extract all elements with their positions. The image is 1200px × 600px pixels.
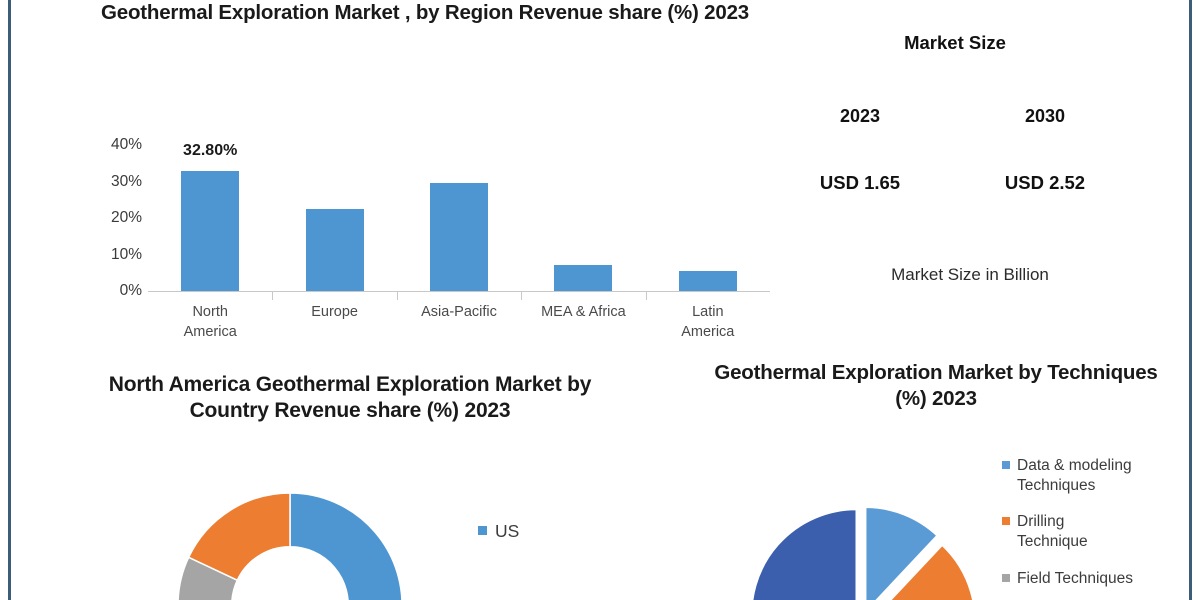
pie-slice bbox=[864, 506, 939, 600]
donut-chart-wrap-svg bbox=[177, 492, 403, 600]
legend-item-label: Field Techniques bbox=[1017, 569, 1134, 587]
pie-slice bbox=[889, 543, 974, 600]
legend-swatch-icon bbox=[1002, 573, 1010, 582]
bar-chart-bar bbox=[554, 265, 613, 291]
bar-chart-bar bbox=[678, 270, 737, 291]
frame-border-left bbox=[8, 0, 11, 600]
legend-item-label: Data & modeling Techniques bbox=[1017, 457, 1132, 495]
bar-chart-title: Geothermal Exploration Market , by Regio… bbox=[101, 1, 749, 24]
market-size-unit-note: Market Size in Billion bbox=[891, 265, 1049, 284]
bar-chart-category-tick bbox=[645, 291, 647, 300]
legend-item[interactable]: Field Techniques bbox=[1002, 569, 1192, 589]
legend-item-label: Drilling Technique bbox=[1017, 513, 1088, 551]
bar-chart-x-label: Asia-Pacific bbox=[421, 304, 497, 320]
bar-chart-bar bbox=[430, 183, 488, 291]
pie-slice bbox=[289, 492, 403, 600]
north-america-donut-panel: North America Geothermal Exploration Mar… bbox=[100, 372, 620, 600]
bar-chart-x-label: North America bbox=[183, 304, 237, 340]
bar-chart-y-axis: 0% 10% 20% 30% 40% bbox=[80, 136, 142, 299]
bar-chart-category-tick bbox=[272, 291, 274, 300]
donut-chart-legend: US bbox=[478, 520, 519, 561]
bar-chart-y-tick: 40% bbox=[110, 136, 142, 153]
legend-swatch-icon bbox=[1002, 517, 1010, 526]
market-size-heading: Market Size bbox=[904, 32, 1006, 53]
pie-chart-title: Geothermal Exploration Market by Techniq… bbox=[714, 361, 1158, 410]
legend-swatch-icon bbox=[478, 526, 487, 535]
bar-chart-y-tick: 10% bbox=[110, 245, 142, 263]
frame-border-right bbox=[1189, 0, 1192, 600]
legend-item[interactable]: US bbox=[478, 520, 519, 542]
pie-chart bbox=[745, 502, 980, 600]
market-size-base-value: USD 1.65 bbox=[819, 172, 901, 193]
bar-chart-bar bbox=[181, 171, 240, 291]
pie-slice bbox=[177, 556, 239, 600]
pie-chart-legend: Data & modeling Techniques Drilling Techn… bbox=[1002, 456, 1192, 600]
bar-chart-bar bbox=[305, 208, 364, 291]
bar-chart-x-label: Europe bbox=[311, 304, 358, 320]
market-size-forecast-year: 2030 bbox=[1024, 106, 1066, 126]
region-bar-chart-panel: Geothermal Exploration Market , by Regio… bbox=[60, 0, 790, 355]
bar-chart-category-tick bbox=[396, 291, 398, 300]
bar-chart-category-tick bbox=[521, 291, 523, 300]
market-size-forecast-value: USD 2.52 bbox=[1004, 172, 1086, 193]
bar-chart-y-tick: 0% bbox=[119, 282, 142, 299]
donut-chart-title: North America Geothermal Exploration Mar… bbox=[108, 373, 592, 423]
pie-slice bbox=[187, 492, 291, 582]
legend-item[interactable]: Drilling Technique bbox=[1002, 512, 1192, 552]
bar-chart-x-label: MEA & Africa bbox=[541, 304, 626, 320]
pie-slice bbox=[751, 508, 858, 600]
bar-chart-axis-line bbox=[148, 291, 770, 292]
donut-chart bbox=[175, 490, 405, 600]
bar-chart-x-label: Latin America bbox=[681, 304, 735, 340]
techniques-pie-panel: Geothermal Exploration Market by Techniq… bbox=[700, 360, 1190, 600]
market-size-base-year: 2023 bbox=[839, 106, 881, 126]
bar-chart-plot-area bbox=[148, 145, 770, 291]
legend-swatch-icon bbox=[1002, 461, 1010, 469]
bar-chart-value-label: 32.80% bbox=[183, 142, 238, 160]
legend-item[interactable]: Data & modeling Techniques bbox=[1002, 456, 1192, 496]
pie-chart-wrap-svg bbox=[751, 506, 974, 600]
bar-chart-y-tick: 30% bbox=[110, 172, 142, 190]
market-size-panel: Market Size 2023 2030 USD 1.65 USD 2.52 … bbox=[790, 0, 1186, 320]
bar-chart-y-tick: 20% bbox=[110, 209, 142, 226]
legend-item-label: US bbox=[495, 521, 520, 541]
